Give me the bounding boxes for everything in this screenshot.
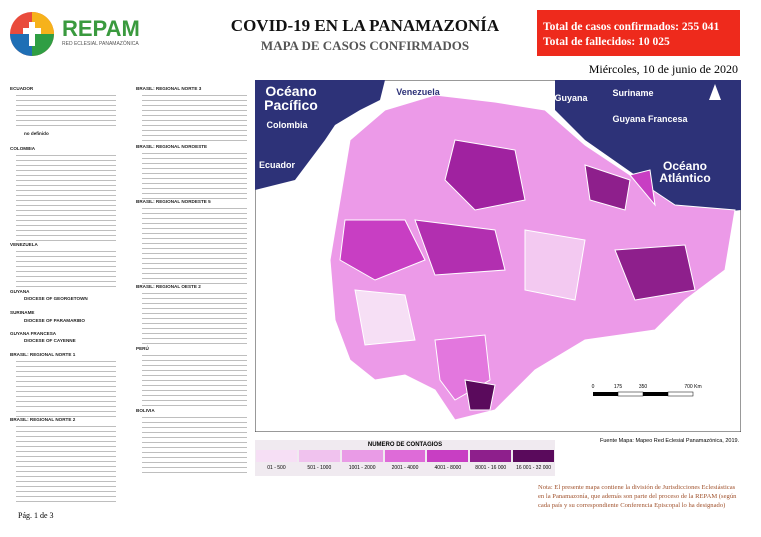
note: Nota: El presente mapa contiene la divis… [538, 484, 737, 509]
list-lines [142, 93, 247, 143]
title: COVID-19 EN LA PANAMAZONÍA [230, 16, 500, 35]
section-heading: SURINAME [10, 310, 35, 315]
map-label: Brasil [664, 375, 689, 385]
section-heading: PERÚ [136, 346, 149, 351]
legend-swatch [513, 450, 555, 462]
section-heading: GUYANA [10, 289, 30, 294]
map-label: Océano Atlántico [659, 159, 710, 185]
legend-swatch [427, 450, 469, 462]
source: Fuente Mapa: Mapeo Red Eclesial Panamazó… [600, 438, 740, 444]
section-heading: BRASIL: REGIONAL NORTE 3 [136, 86, 202, 91]
legend-label: 8001 - 16 000 [475, 465, 507, 471]
map-label: Colombia [266, 120, 308, 130]
legend-label: 01 - 500 [267, 465, 286, 471]
section-heading: COLOMBIA [10, 146, 36, 151]
map-label: Guyana Francesa [612, 114, 688, 124]
legend-swatch [384, 450, 426, 462]
list-lines [16, 249, 116, 289]
list-lines [142, 415, 247, 475]
section-heading: BRASIL: REGIONAL OESTE 2 [136, 284, 201, 289]
list-lines [142, 291, 247, 345]
list-left: ECUADOR no definido COLOMBIA VENEZUELA GUYAN… [10, 84, 135, 504]
scale-label: 175 [614, 384, 623, 390]
scale-label: 0 [592, 384, 595, 390]
section-heading: VENEZUELA [10, 242, 38, 247]
total-cases: Total de casos confirmados: 255 041 [543, 21, 720, 33]
section-heading: BOLIVIA [136, 408, 155, 413]
list-lines [16, 359, 116, 417]
legend: NUMERO DE CONTAGIOS 01 - 500 501 - 1000 10… [255, 440, 555, 476]
section-heading: BRASIL: REGIONAL NOROESTE [136, 144, 208, 149]
list-lines [142, 353, 247, 409]
list-lines [142, 206, 247, 284]
legend-swatch [256, 450, 297, 462]
map-label: Venezuela [396, 87, 441, 97]
map-label: Suriname [612, 88, 653, 98]
scale-label: 700 Km [684, 384, 701, 390]
list-lines [16, 93, 116, 129]
legend-swatch [470, 450, 512, 462]
section-heading: DIOCESE OF GEORGETOWN [24, 296, 88, 301]
section-heading: GUYANA FRANCESA [10, 331, 57, 336]
page-number: Pág. 1 de 3 [18, 511, 54, 520]
totals-box: Total de casos confirmados: 255 041 Tota… [537, 10, 740, 56]
list-lines [142, 151, 247, 199]
list-right: BRASIL: REGIONAL NORTE 3 BRASIL: REGIONAL… [136, 84, 254, 475]
map-label: Ecuador [259, 160, 296, 170]
map-label: Guyana [554, 93, 588, 103]
section-heading: DIOCESE OF PARAMARIBO [24, 318, 85, 323]
legend-title: NUMERO DE CONTAGIOS [367, 442, 443, 448]
map: Océano Pacífico Venezuela Guyana Suriname Guy… [255, 80, 741, 432]
logo-title: REPAM [62, 16, 140, 41]
list-lines [16, 153, 116, 243]
section-heading: DIOCESE OF CAYENNE [24, 338, 76, 343]
logo-icon [10, 12, 54, 56]
legend-swatch [341, 450, 383, 462]
subtitle: MAPA DE CASOS CONFIRMADOS [260, 38, 470, 53]
section-heading: no definido [24, 131, 49, 136]
total-deaths: Total de fallecidos: 10 025 [543, 36, 670, 48]
section-heading: BRASIL: REGIONAL NORTE 2 [10, 417, 76, 422]
section-heading: BRASIL: REGIONAL NORTE 1 [10, 352, 76, 357]
legend-label: 16 001 - 32 000 [516, 465, 552, 471]
section-heading: ECUADOR [10, 86, 34, 91]
list-lines [16, 424, 116, 504]
section-heading: BRASIL: REGIONAL NORDESTE 5 [136, 199, 211, 204]
legend-swatch [298, 450, 340, 462]
legend-label: 2001 - 4000 [391, 465, 419, 471]
legend-label: 1001 - 2000 [348, 465, 376, 471]
scale-label: 350 [639, 384, 648, 390]
map-label: Océano Pacífico [264, 83, 318, 113]
legend-label: 4001 - 8000 [434, 465, 462, 471]
logo-subtitle: RED ECLESIAL PANAMAZÓNICA [62, 41, 139, 47]
legend-label: 501 - 1000 [307, 465, 332, 471]
date: Miércoles, 10 de junio de 2020 [588, 62, 738, 76]
map-label: Bolivia [356, 404, 387, 414]
map-label: Perú [299, 374, 319, 384]
